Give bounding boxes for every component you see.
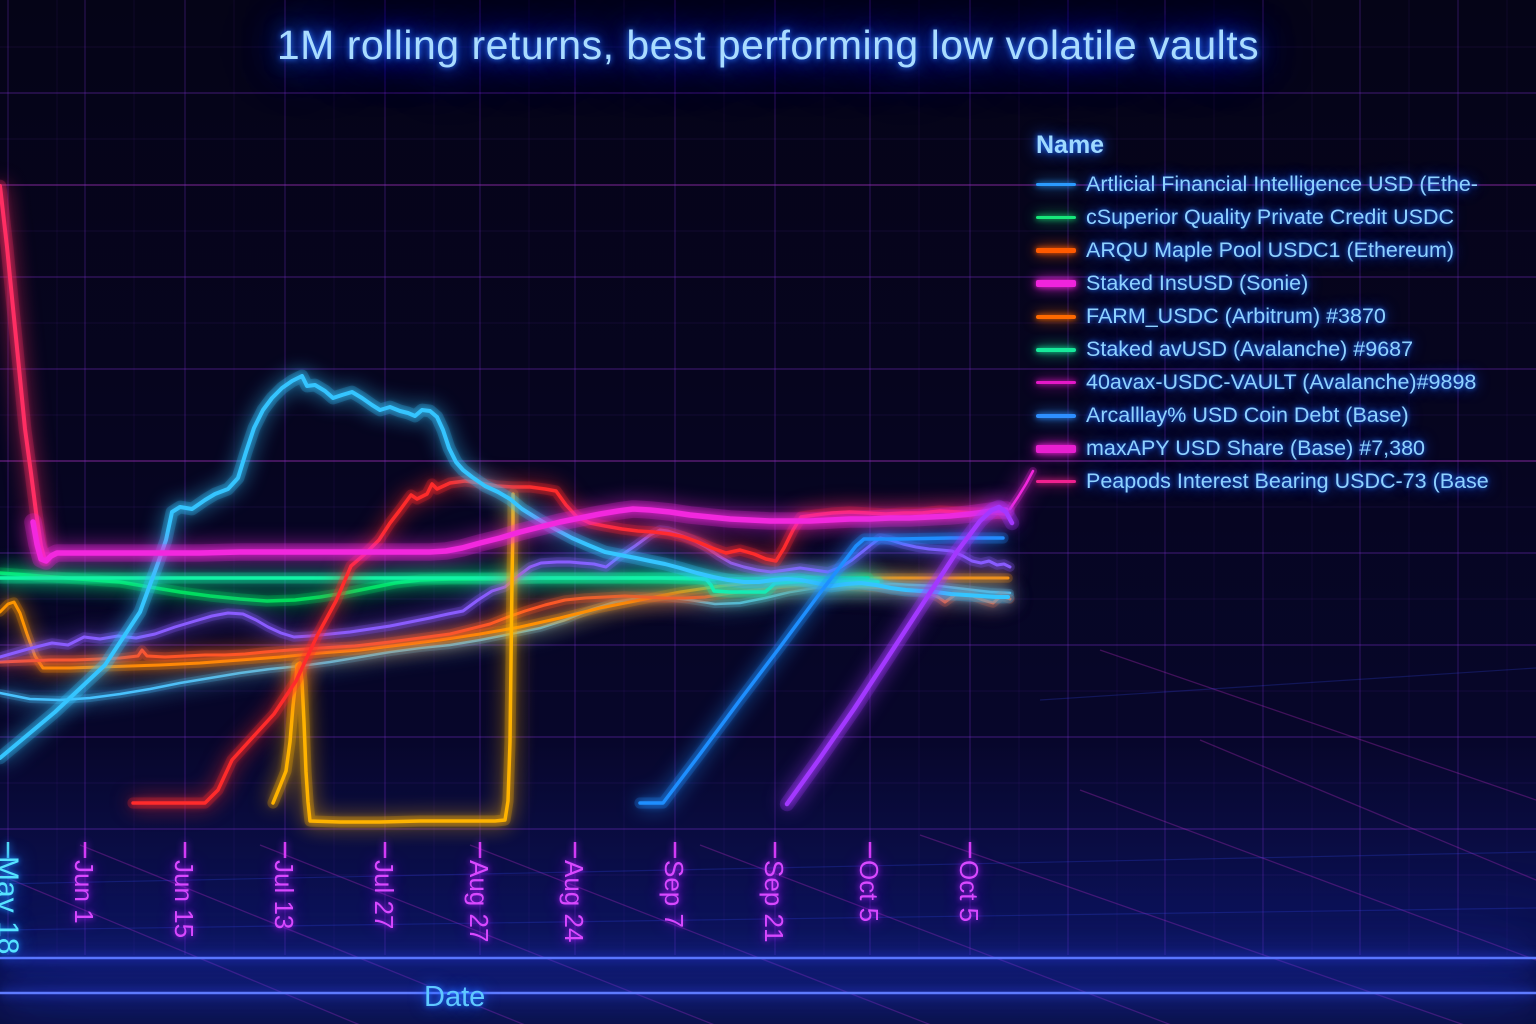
series-line-insusd-magenta [30,506,1009,564]
legend-header: Name [1036,131,1105,159]
legend-item[interactable]: Peapods Interest Bearing USDC-73 (Base [1036,465,1489,498]
series-line-artificial-cyan [0,374,1010,760]
series-line-arcalllay-blue [638,536,1005,805]
floor-perspective-line [919,834,1464,1024]
x-tick-label: Oct 5 [954,860,984,923]
legend-item-label: cSuperior Quality Private Credit USDC [1086,205,1455,229]
floor-perspective-line [259,844,714,1024]
x-tick-label: Sep 21 [759,860,789,943]
floor-perspective-line [0,851,1536,885]
series-line-maxapy-purple [784,504,1015,807]
x-tick-label: Jun 1 [69,860,99,924]
legend-swatch-icon [1036,413,1076,418]
x-tick-label: Jun 15 [169,860,199,939]
x-tick-label: Sep 7 [659,860,689,928]
floor-perspective-line [1199,739,1536,881]
legend-swatch-icon [1036,216,1076,219]
x-axis-title: Date [424,981,486,1013]
floor-perspective-line [1079,789,1536,961]
legend-item[interactable]: ARQU Maple Pool USDC1 (Ethereum) [1036,234,1489,267]
floor-perspective-line [1039,667,1536,701]
series-line-thin-cyan-wavy [0,582,1012,702]
series-line-arqu-red [131,479,1008,805]
legend-item[interactable]: FARM_USDC (Arbitrum) #3870 [1036,300,1489,333]
legend-item-label: Artlicial Financial Intelligence USD (Et… [1086,172,1478,196]
legend-item-label: 40avax-USDC-VAULT (Avalanche)#9898 [1086,370,1477,394]
legend-swatch-icon [1036,444,1076,453]
series-line-peapods-crimson-spike [0,184,47,562]
legend-item[interactable]: 40avax-USDC-VAULT (Avalanche)#9898 [1036,366,1489,399]
floor-perspective-line [79,844,525,1024]
legend-item[interactable]: Staked avUSD (Avalanche) #9687 [1036,333,1489,366]
legend-item[interactable]: Arcalllay% USD Coin Debt (Base) [1036,399,1489,432]
legend-item[interactable]: cSuperior Quality Private Credit USDC [1036,201,1489,234]
legend-item[interactable]: maxAPY USD Share (Base) #7,380 [1036,432,1489,465]
x-tick-label: May 18 [0,856,24,955]
legend-swatch-icon [1036,183,1076,186]
floor-perspective-line [469,844,931,1024]
legend-item-label: Arcalllay% USD Coin Debt (Base) [1086,403,1409,427]
series-glow-thin-cyan-wavy [0,580,1014,704]
legend: Name Artlicial Financial Intelligence US… [1036,131,1489,498]
legend-item-label: Peapods Interest Bearing USDC-73 (Base [1086,469,1489,493]
chart-title: 1M rolling returns, best performing low … [276,22,1260,68]
legend-swatch-icon [1036,381,1076,384]
legend-item[interactable]: Staked InsUSD (Sonie) [1036,267,1489,300]
floor-perspective-line [0,907,1536,931]
legend-swatch-icon [1036,248,1076,253]
x-tick-label: Aug 27 [464,860,494,943]
x-tick-label: Jul 27 [369,860,399,930]
legend-item-label: FARM_USDC (Arbitrum) #3870 [1086,304,1386,328]
legend-item-label: maxAPY USD Share (Base) #7,380 [1086,436,1425,460]
series-line-magenta-right-uptick [1008,469,1035,511]
legend-swatch-icon [1036,280,1076,287]
legend-items: Artlicial Financial Intelligence USD (Et… [1036,168,1489,498]
floor-perspective-line [0,874,360,1024]
x-tick-label: Aug 24 [559,860,589,943]
floor-perspective-line [699,844,1171,1024]
x-tick-label: Jul 13 [269,860,299,930]
series-glow-arqu-red [127,475,1012,809]
legend-item-label: ARQU Maple Pool USDC1 (Ethereum) [1086,238,1455,262]
legend-item-label: Staked InsUSD (Sonie) [1086,271,1309,295]
legend-swatch-icon [1036,347,1076,352]
x-tick-label: Oct 5 [854,860,884,923]
legend-swatch-icon [1036,314,1076,319]
legend-swatch-icon [1036,480,1076,483]
legend-item[interactable]: Artlicial Financial Intelligence USD (Et… [1036,168,1489,201]
legend-item-label: Staked avUSD (Avalanche) #9687 [1086,337,1414,361]
floor-perspective-line [1099,649,1536,801]
series-line-farm-gold-spike [271,492,515,824]
